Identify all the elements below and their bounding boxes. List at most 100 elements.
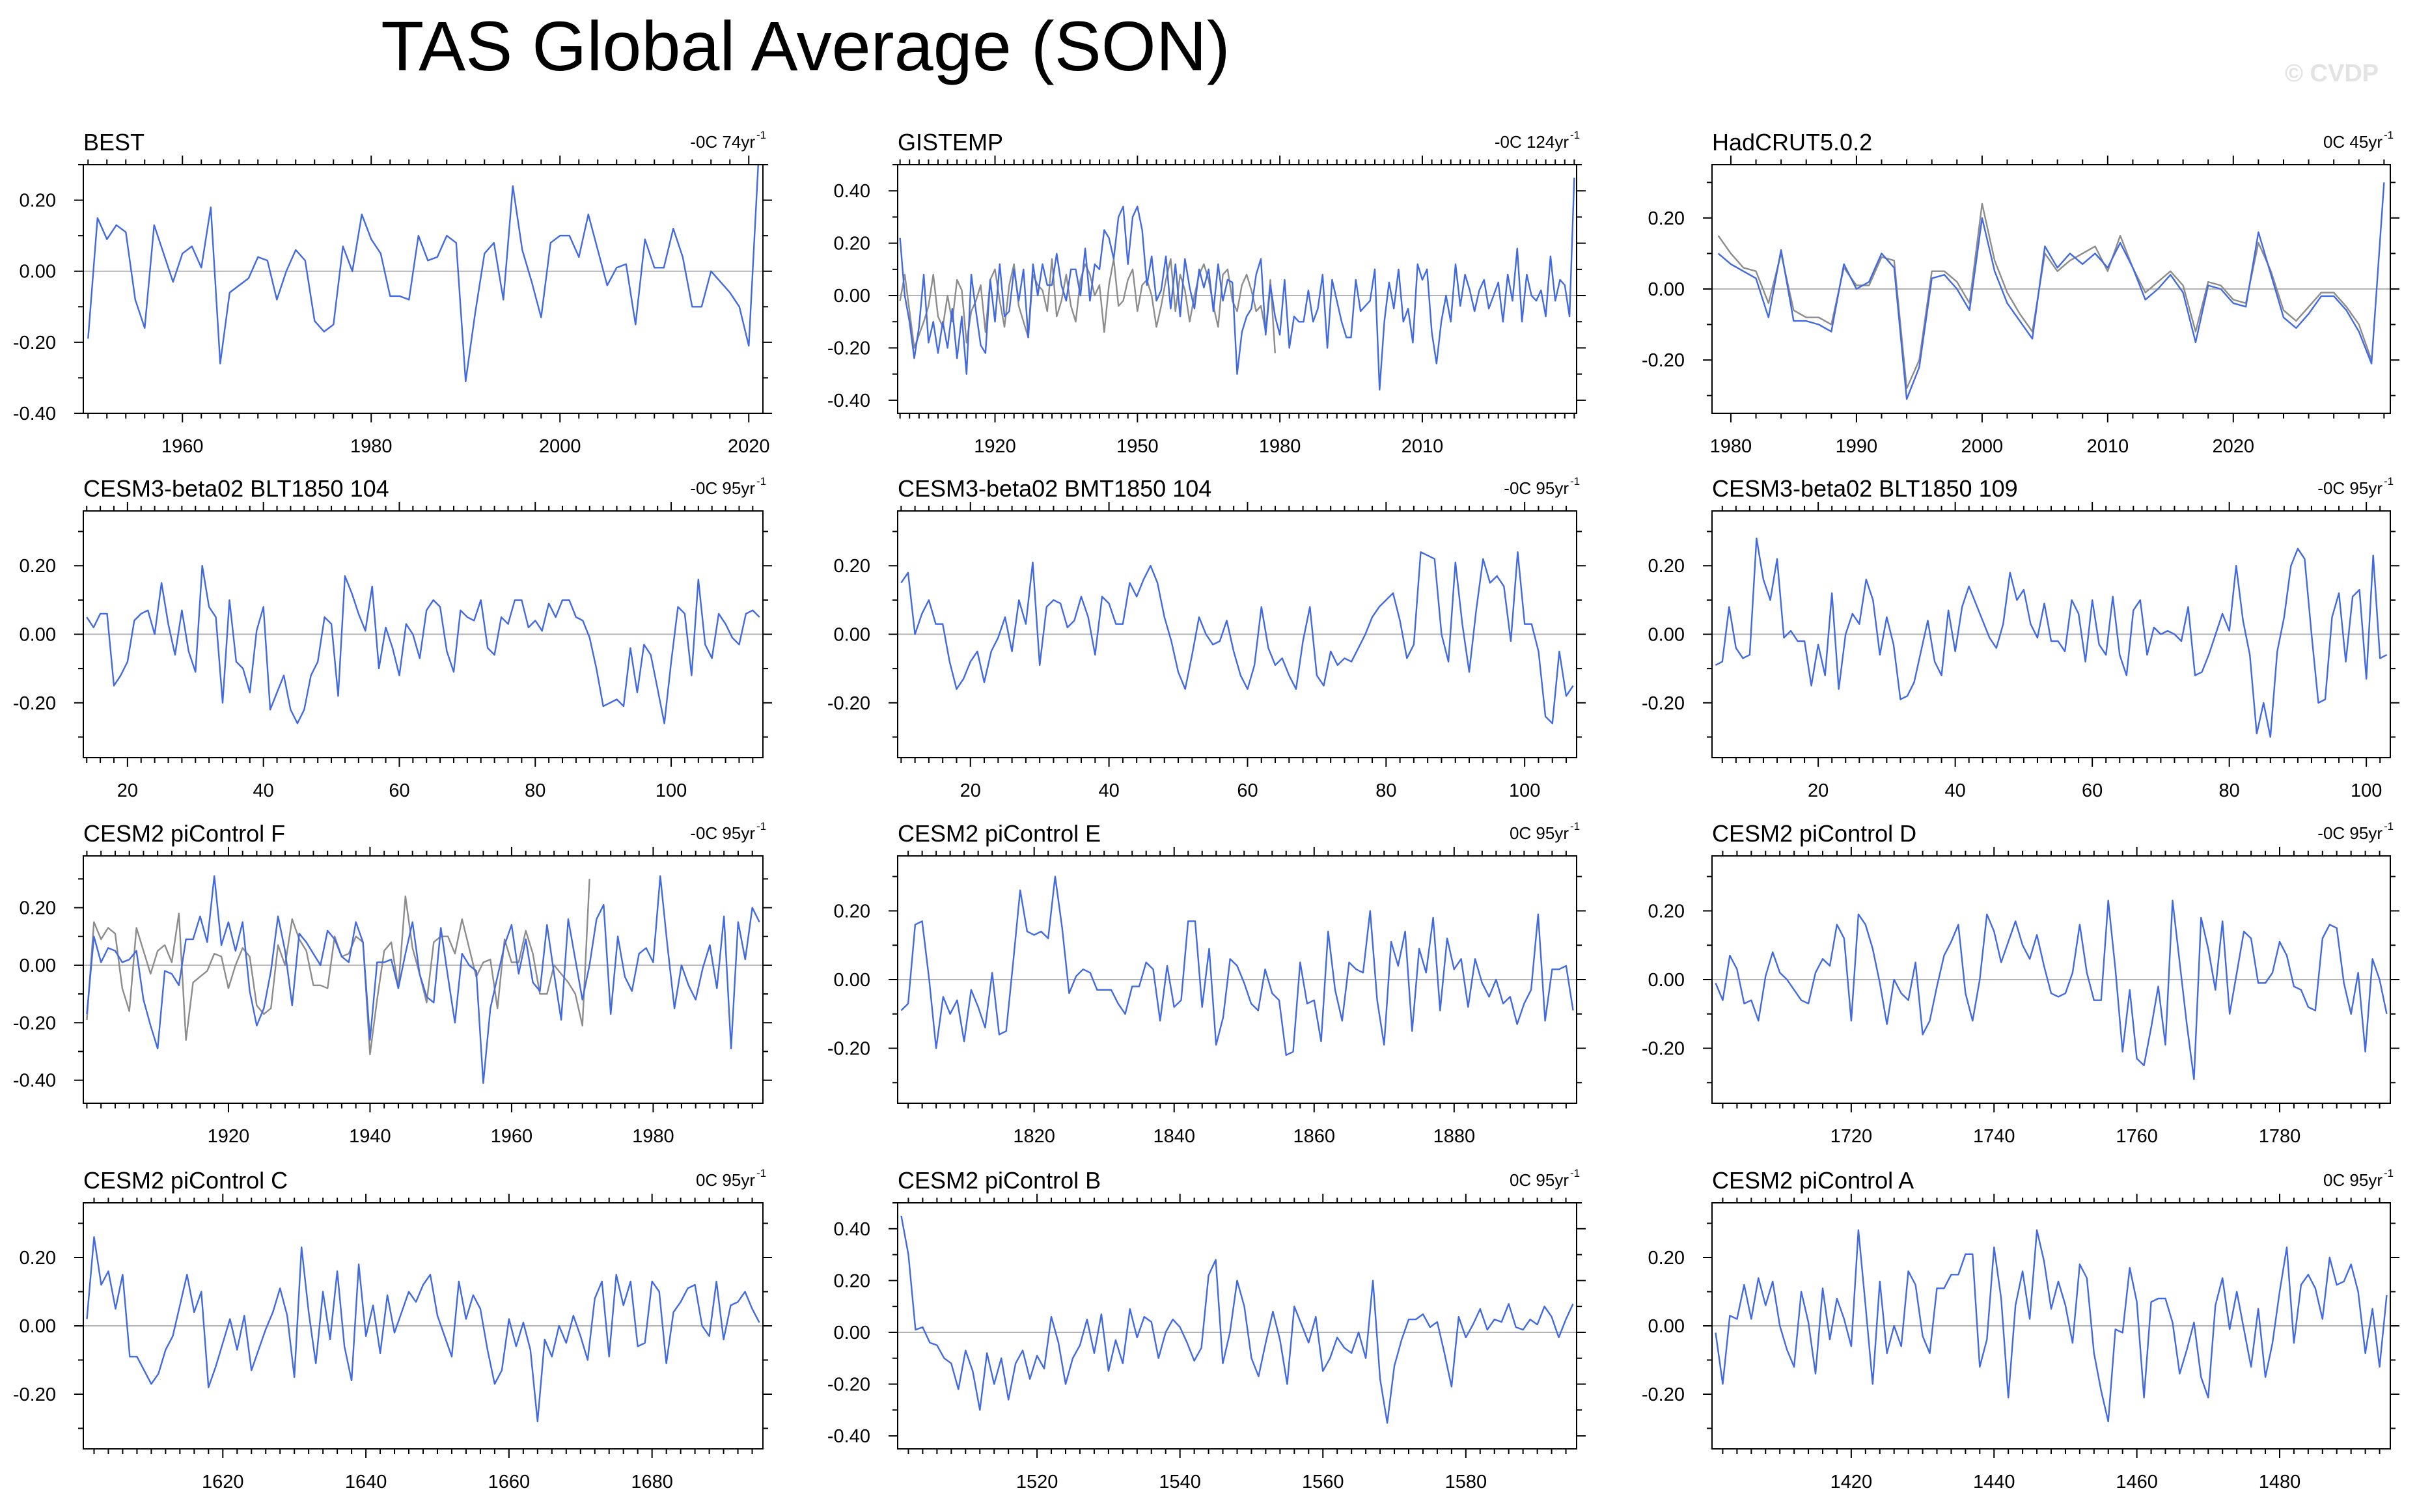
x-tick-label-4-1: 40 xyxy=(1098,780,1119,801)
x-tick-label-3-4: 100 xyxy=(656,780,687,801)
y-tick-label-1-2: 0.00 xyxy=(834,286,870,307)
x-tick-label-2-4: 2020 xyxy=(2213,436,2255,457)
x-tick-label-7-0: 1820 xyxy=(1013,1126,1055,1147)
x-tick-label-0-0: 1960 xyxy=(161,436,204,457)
trend-exponent-11: -1 xyxy=(2384,1167,2394,1179)
panel-title-3: CESM3-beta02 BLT1850 104 xyxy=(83,475,389,502)
cvdp-watermark: © CVDP xyxy=(2285,60,2379,87)
plot-frame-0 xyxy=(83,164,764,414)
trend-exponent-8: -1 xyxy=(2384,820,2394,832)
panel-7: CESM2 piControl E 0C 95yr -1 0.20 0.00 -0.20 1… xyxy=(827,820,1586,1147)
trend-exponent-1: -1 xyxy=(1570,129,1580,141)
x-tick-label-8-0: 1720 xyxy=(1830,1126,1873,1147)
y-tick-label-7-0: 0.20 xyxy=(834,901,870,922)
plot-frame-10 xyxy=(897,1202,1577,1450)
panel-title-11: CESM2 piControl A xyxy=(1712,1167,1914,1194)
y-tick-label-6-0: 0.20 xyxy=(20,898,56,919)
y-tick-label-6-1: 0.00 xyxy=(20,955,56,976)
trend-label-8: -0C 95yr xyxy=(2317,823,2382,843)
series-line-8 xyxy=(1715,900,2388,1080)
y-tick-label-10-2: 0.00 xyxy=(834,1323,870,1343)
x-tick-label-4-0: 20 xyxy=(960,780,981,801)
trend-exponent-10: -1 xyxy=(1570,1167,1580,1179)
x-tick-label-10-0: 1520 xyxy=(1016,1472,1058,1492)
x-tick-label-10-1: 1540 xyxy=(1159,1472,1201,1492)
trend-exponent-2: -1 xyxy=(2384,129,2394,141)
x-tick-label-9-2: 1660 xyxy=(488,1472,531,1492)
x-tick-label-8-1: 1740 xyxy=(1973,1126,2015,1147)
panel-title-6: CESM2 piControl F xyxy=(83,820,285,847)
trend-label-1: -0C 124yr xyxy=(1495,132,1569,152)
series-line-1 xyxy=(899,178,1575,391)
panel-title-8: CESM2 piControl D xyxy=(1712,820,1916,847)
x-tick-label-6-3: 1980 xyxy=(632,1126,674,1147)
y-tick-label-3-0: 0.20 xyxy=(20,556,56,577)
y-tick-label-7-2: -0.20 xyxy=(827,1039,870,1060)
y-tick-label-0-2: -0.20 xyxy=(13,333,56,353)
series-line-5 xyxy=(1715,537,2388,738)
x-tick-label-6-2: 1960 xyxy=(491,1126,533,1147)
x-tick-label-2-3: 2010 xyxy=(2087,436,2129,457)
y-tick-label-0-3: -0.40 xyxy=(13,404,56,424)
y-tick-label-1-0: 0.40 xyxy=(834,181,870,202)
x-tick-label-2-1: 1990 xyxy=(1836,436,1878,457)
y-tick-label-11-1: 0.00 xyxy=(1648,1316,1685,1337)
x-tick-label-8-2: 1760 xyxy=(2116,1126,2158,1147)
panel-title-9: CESM2 piControl C xyxy=(83,1167,288,1194)
panel-title-4: CESM3-beta02 BMT1850 104 xyxy=(898,475,1211,502)
series-line-3 xyxy=(86,565,760,724)
series-line-11 xyxy=(1715,1229,2388,1423)
x-tick-label-9-1: 1640 xyxy=(345,1472,387,1492)
x-tick-label-7-1: 1840 xyxy=(1153,1126,1195,1147)
x-tick-label-11-1: 1440 xyxy=(1973,1472,2015,1492)
y-tick-label-10-3: -0.20 xyxy=(827,1375,870,1395)
y-tick-label-9-0: 0.20 xyxy=(20,1248,56,1269)
y-tick-label-5-1: 0.00 xyxy=(1648,625,1685,646)
panel-2: HadCRUT5.0.2 0C 45yr -1 0.20 0.00 -0.20 1980 19… xyxy=(1642,129,2399,457)
trend-exponent-4: -1 xyxy=(1570,475,1580,488)
panel-11: CESM2 piControl A 0C 95yr -1 0.20 0.00 -0.20 1… xyxy=(1642,1167,2399,1492)
x-tick-label-9-0: 1620 xyxy=(202,1472,244,1492)
x-tick-label-11-2: 1460 xyxy=(2116,1472,2158,1492)
y-tick-label-10-4: -0.40 xyxy=(827,1426,870,1447)
y-tick-label-8-1: 0.00 xyxy=(1648,970,1685,991)
trend-label-7: 0C 95yr xyxy=(1510,823,1569,843)
trend-label-6: -0C 95yr xyxy=(690,823,755,843)
x-tick-label-4-4: 100 xyxy=(1509,780,1540,801)
y-tick-label-0-0: 0.20 xyxy=(20,191,56,212)
x-tick-label-6-1: 1940 xyxy=(349,1126,391,1147)
y-tick-label-5-0: 0.20 xyxy=(1648,556,1685,577)
series-line-2 xyxy=(1717,182,2385,400)
panel-10: CESM2 piControl B 0C 95yr -1 0.40 0.20 0.00 -0… xyxy=(827,1167,1586,1492)
x-tick-label-1-3: 2010 xyxy=(1402,436,1444,457)
trend-label-0: -0C 74yr xyxy=(690,132,755,152)
y-tick-label-11-0: 0.20 xyxy=(1648,1248,1685,1269)
y-tick-label-11-2: -0.20 xyxy=(1642,1384,1685,1405)
y-tick-label-6-3: -0.40 xyxy=(13,1071,56,1092)
y-tick-label-9-2: -0.20 xyxy=(13,1384,56,1405)
x-tick-label-2-2: 2000 xyxy=(1961,436,2004,457)
trend-label-4: -0C 95yr xyxy=(1504,478,1569,498)
y-tick-label-10-0: 0.40 xyxy=(834,1219,870,1240)
trend-exponent-9: -1 xyxy=(756,1167,766,1179)
trend-exponent-5: -1 xyxy=(2384,475,2394,488)
y-tick-label-1-4: -0.40 xyxy=(827,391,870,411)
x-tick-label-8-3: 1780 xyxy=(2259,1126,2301,1147)
panel-title-7: CESM2 piControl E xyxy=(898,820,1101,847)
y-tick-label-6-2: -0.20 xyxy=(13,1013,56,1034)
panel-9: CESM2 piControl C 0C 95yr -1 0.20 0.00 -0.20 1… xyxy=(13,1167,772,1492)
x-tick-label-1-2: 1980 xyxy=(1259,436,1301,457)
x-tick-label-1-1: 1950 xyxy=(1116,436,1159,457)
x-tick-label-11-3: 1480 xyxy=(2259,1472,2301,1492)
y-tick-label-3-2: -0.20 xyxy=(13,693,56,714)
panel-4: CESM3-beta02 BMT1850 104 -0C 95yr -1 0.20 0.… xyxy=(827,475,1586,801)
trend-exponent-6: -1 xyxy=(756,820,766,832)
series-line-0 xyxy=(87,164,759,383)
x-tick-label-5-1: 40 xyxy=(1945,780,1966,801)
trend-label-10: 0C 95yr xyxy=(1510,1170,1569,1190)
x-tick-label-6-0: 1920 xyxy=(208,1126,250,1147)
y-tick-label-1-3: -0.20 xyxy=(827,338,870,359)
x-tick-label-5-4: 100 xyxy=(2351,780,2382,801)
panel-title-1: GISTEMP xyxy=(898,129,1003,156)
y-tick-label-4-2: -0.20 xyxy=(827,693,870,714)
